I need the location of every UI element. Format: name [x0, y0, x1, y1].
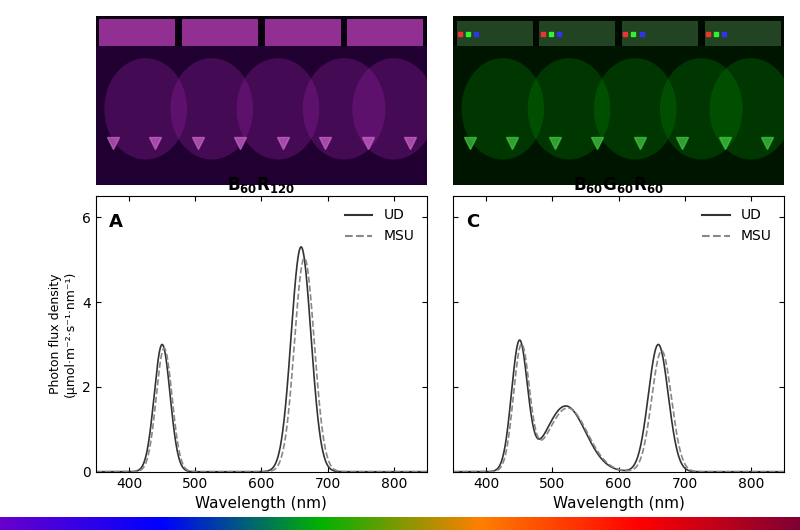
UD — [422, 469, 431, 475]
UD — [218, 469, 227, 475]
MSU — [363, 469, 373, 475]
UD — [338, 469, 348, 475]
Legend: UD, MSU: UD, MSU — [696, 203, 777, 249]
X-axis label: Wavelength (nm): Wavelength (nm) — [553, 496, 685, 511]
MSU — [779, 469, 789, 475]
MSU — [218, 469, 227, 475]
Ellipse shape — [352, 58, 435, 160]
UD — [449, 469, 458, 475]
MSU — [517, 341, 526, 347]
Text: A: A — [110, 213, 123, 231]
Ellipse shape — [302, 58, 386, 160]
Ellipse shape — [528, 58, 610, 160]
UD — [509, 372, 518, 378]
MSU — [299, 255, 309, 261]
Line: UD: UD — [96, 247, 426, 472]
UD — [290, 289, 299, 296]
Ellipse shape — [660, 58, 742, 160]
FancyBboxPatch shape — [457, 21, 533, 46]
UD — [695, 469, 705, 475]
Line: UD: UD — [454, 340, 784, 472]
Ellipse shape — [710, 58, 792, 160]
MSU — [695, 469, 705, 475]
Bar — [347, 19, 423, 46]
UD — [91, 469, 101, 475]
Bar — [182, 19, 258, 46]
FancyBboxPatch shape — [622, 21, 698, 46]
UD — [306, 334, 316, 341]
Legend: UD, MSU: UD, MSU — [339, 203, 420, 249]
UD — [151, 374, 161, 380]
UD — [296, 244, 306, 250]
UD — [779, 469, 789, 475]
MSU — [338, 469, 348, 475]
Ellipse shape — [170, 58, 253, 160]
UD — [575, 417, 585, 423]
X-axis label: Wavelength (nm): Wavelength (nm) — [195, 496, 327, 511]
Bar — [454, 46, 784, 185]
FancyBboxPatch shape — [705, 21, 781, 46]
Text: C: C — [466, 213, 480, 231]
MSU — [647, 395, 657, 402]
Ellipse shape — [462, 58, 544, 160]
Bar — [265, 19, 341, 46]
MSU — [721, 469, 730, 475]
Y-axis label: Photon flux density
(μmol·m⁻²·s⁻¹·nm⁻¹): Photon flux density (μmol·m⁻²·s⁻¹·nm⁻¹) — [49, 271, 77, 397]
Ellipse shape — [594, 58, 677, 160]
UD — [363, 469, 373, 475]
MSU — [306, 299, 316, 306]
MSU — [151, 395, 161, 401]
Title: $\mathbf{B_{60}G_{60}R_{60}}$: $\mathbf{B_{60}G_{60}R_{60}}$ — [574, 175, 664, 196]
Line: MSU: MSU — [96, 258, 426, 472]
UD — [664, 393, 674, 399]
Ellipse shape — [237, 58, 319, 160]
UD — [515, 337, 525, 343]
Title: $\mathbf{B_{60}R_{120}}$: $\mathbf{B_{60}R_{120}}$ — [227, 175, 295, 196]
Bar — [99, 19, 175, 46]
Bar — [96, 46, 426, 185]
MSU — [91, 469, 101, 475]
FancyBboxPatch shape — [539, 21, 615, 46]
MSU — [664, 373, 674, 379]
MSU — [422, 469, 431, 475]
MSU — [509, 393, 518, 400]
MSU — [449, 469, 458, 475]
Line: MSU: MSU — [454, 344, 784, 472]
MSU — [575, 416, 585, 422]
UD — [647, 367, 657, 373]
Ellipse shape — [104, 58, 187, 160]
UD — [721, 469, 730, 475]
MSU — [290, 340, 299, 347]
